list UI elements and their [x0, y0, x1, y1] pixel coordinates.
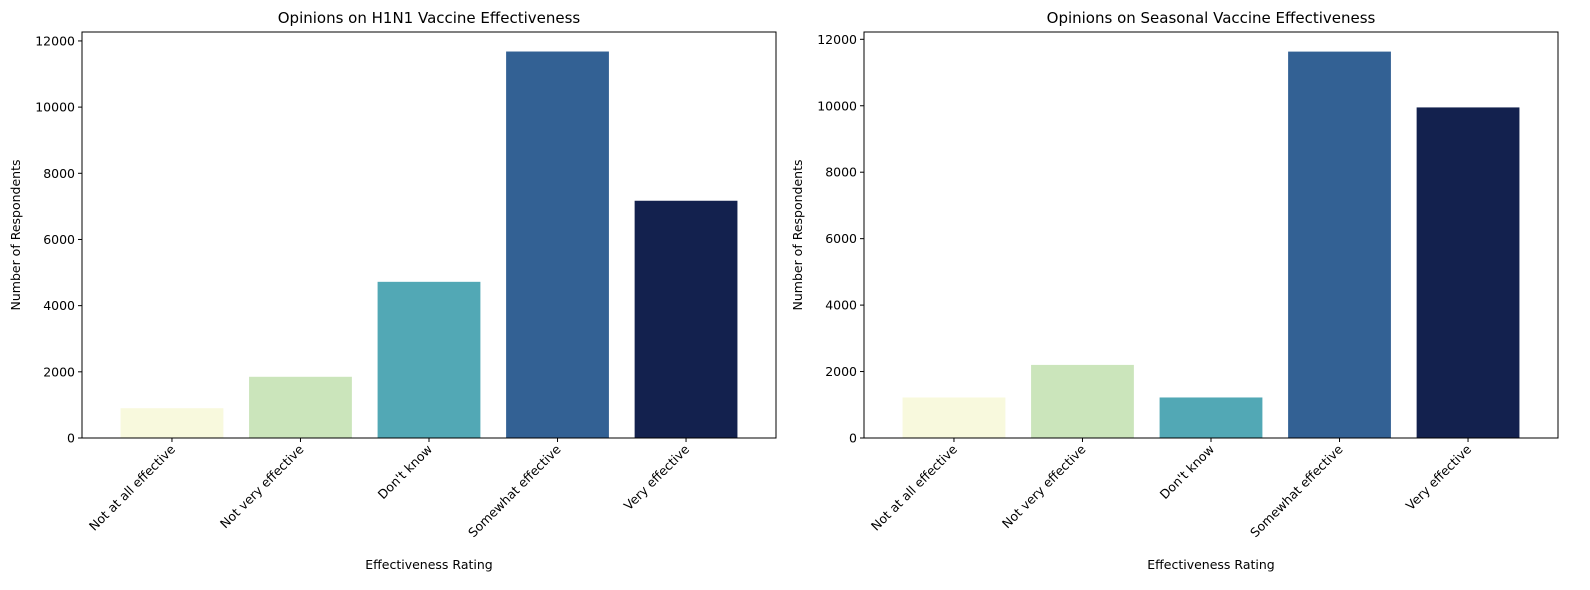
y-tick-label: 0: [849, 431, 857, 446]
bar: [902, 397, 1006, 438]
x-tick-label: Don't know: [1157, 442, 1217, 502]
x-tick-label: Not at all effective: [86, 441, 178, 533]
y-axis-label: Number of Respondents: [790, 159, 805, 310]
y-axis-ticks: 0 2000 4000 6000 8000 10000 12000: [817, 32, 864, 446]
bar: [1416, 107, 1520, 439]
x-tick-label: Very effective: [1403, 441, 1475, 513]
x-tick-label: Somewhat effective: [465, 441, 564, 540]
chart-title: Opinions on H1N1 Vaccine Effectiveness: [278, 9, 581, 27]
y-tick-label: 8000: [825, 165, 857, 180]
y-tick-label: 4000: [825, 298, 857, 313]
bar: [249, 376, 352, 438]
x-tick-label: Not very effective: [999, 441, 1089, 531]
y-tick-label: 2000: [825, 364, 857, 379]
y-tick-label: 2000: [43, 364, 75, 379]
bar: [506, 51, 609, 439]
x-axis-label: Effectiveness Rating: [1147, 557, 1274, 572]
bar-group: [120, 51, 738, 439]
y-tick-label: 10000: [817, 98, 857, 113]
bar: [377, 281, 481, 438]
chart-seasonal: Opinions on Seasonal Vaccine Effectivene…: [790, 9, 1559, 572]
y-tick-label: 12000: [35, 33, 75, 48]
y-tick-label: 4000: [43, 298, 75, 313]
y-tick-label: 0: [67, 431, 75, 446]
y-tick-label: 12000: [817, 32, 857, 47]
y-tick-label: 6000: [825, 231, 857, 246]
y-axis-ticks: 0 2000 4000 6000 8000 10000 12000: [35, 33, 82, 446]
bar: [1031, 364, 1134, 438]
bar-group: [902, 51, 1520, 439]
plot-frame: [81, 31, 777, 439]
x-axis-label: Effectiveness Rating: [365, 557, 492, 572]
bar: [1159, 397, 1263, 438]
x-tick-label: Don't know: [375, 442, 435, 502]
x-tick-label: Somewhat effective: [1247, 441, 1346, 540]
chart-title: Opinions on Seasonal Vaccine Effectivene…: [1047, 9, 1376, 27]
x-tick-label: Not very effective: [217, 441, 307, 531]
y-tick-label: 10000: [35, 100, 75, 115]
x-tick-label: Not at all effective: [868, 441, 960, 533]
x-axis-ticks: Not at all effective Not very effective Do…: [868, 438, 1474, 540]
y-axis-label: Number of Respondents: [8, 159, 23, 310]
chart-h1n1: Opinions on H1N1 Vaccine Effectiveness E…: [8, 9, 777, 572]
y-tick-label: 6000: [43, 232, 75, 247]
bar: [120, 408, 224, 438]
bar: [634, 200, 738, 438]
plot-frame: [863, 31, 1559, 439]
y-tick-label: 8000: [43, 166, 75, 181]
x-tick-label: Very effective: [621, 441, 693, 513]
x-axis-ticks: Not at all effective Not very effective Do…: [86, 438, 692, 540]
bar: [1288, 51, 1391, 438]
